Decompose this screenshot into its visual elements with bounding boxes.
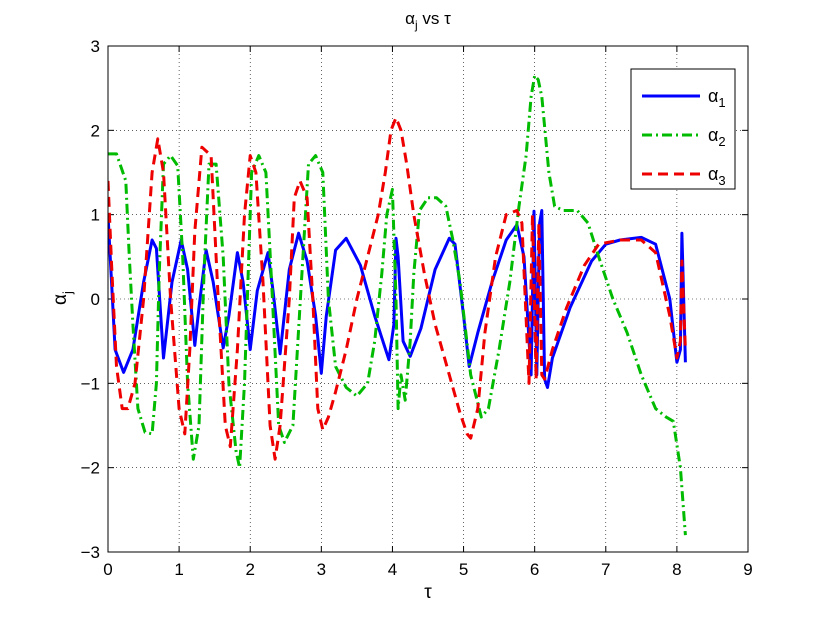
y-tick-label: −3 <box>81 543 100 562</box>
chart-title: αj vs τ <box>405 9 451 32</box>
x-tick-label: 9 <box>743 560 752 579</box>
y-tick-label: 0 <box>91 290 100 309</box>
x-tick-label: 4 <box>388 560 397 579</box>
legend-label-alpha-1: α1 <box>708 86 726 110</box>
x-tick-label: 3 <box>317 560 326 579</box>
x-tick-label: 8 <box>672 560 681 579</box>
series-line-alpha-3 <box>108 116 687 461</box>
legend-label-main: α <box>708 125 718 145</box>
chart-title-rest: vs τ <box>418 9 451 28</box>
legend-label-sub: 1 <box>718 95 725 110</box>
chart-title-main: α <box>405 9 415 28</box>
legend-label-sub: 2 <box>718 134 725 149</box>
y-axis-label-sub: j <box>60 291 75 295</box>
x-tick-label: 0 <box>103 560 112 579</box>
y-tick-label: −1 <box>81 374 100 393</box>
series-line-alpha-1 <box>108 209 687 389</box>
legend-label-main: α <box>708 86 718 106</box>
chart-title-sub: j <box>414 18 418 32</box>
y-tick-label: 1 <box>91 206 100 225</box>
x-tick-label: 6 <box>530 560 539 579</box>
y-tick-label: −2 <box>81 459 100 478</box>
series-group <box>108 74 687 536</box>
legend-box <box>630 68 736 190</box>
legend-label-alpha-2: α2 <box>708 125 726 149</box>
legend-label-sub: 3 <box>718 173 725 188</box>
x-tick-labels: 0 1 2 3 4 5 6 7 8 9 <box>103 560 752 579</box>
x-axis-label: τ <box>424 582 432 603</box>
y-axis-label-main: α <box>50 294 71 305</box>
legend-label-main: α <box>708 164 718 184</box>
x-tick-label: 7 <box>601 560 610 579</box>
legend-label-alpha-3: α3 <box>708 164 726 188</box>
x-tick-label: 1 <box>174 560 183 579</box>
x-tick-label: 5 <box>459 560 468 579</box>
x-tick-label: 2 <box>245 560 254 579</box>
y-tick-labels: −3 −2 −1 0 1 2 3 <box>81 37 100 562</box>
axes-box <box>107 45 749 553</box>
y-tick-label: 3 <box>91 37 100 56</box>
series-line-alpha-2 <box>108 74 687 536</box>
y-tick-label: 2 <box>91 121 100 140</box>
y-axis-label: αj <box>50 291 75 305</box>
